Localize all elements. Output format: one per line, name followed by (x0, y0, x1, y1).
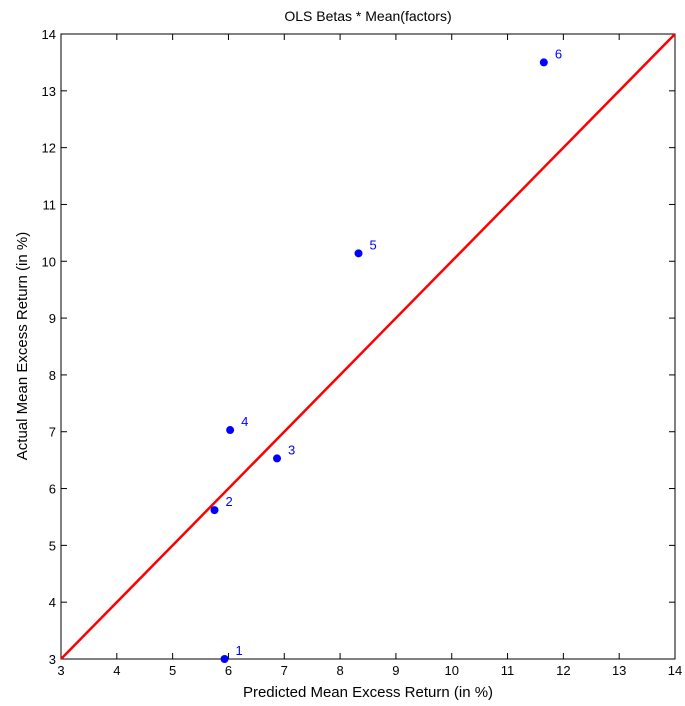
x-axis-ticks: 3 4 5 6 7 8 9 10 11 12 13 14 (57, 34, 682, 678)
y-axis-label: Actual Mean Excess Return (in %) (14, 232, 31, 460)
x-tick-label: 10 (444, 663, 458, 678)
y-tick-label: 6 (49, 482, 56, 497)
data-point (220, 655, 229, 663)
y-tick-label: 8 (49, 368, 56, 383)
y-tick-label: 12 (42, 141, 56, 156)
point-label: 1 (236, 643, 243, 658)
y-tick-label: 7 (49, 425, 56, 440)
x-tick-label: 13 (612, 663, 626, 678)
reference-line (60, 33, 676, 660)
point-label: 3 (288, 442, 295, 457)
point-label: 4 (241, 414, 248, 429)
y-tick-label: 11 (43, 197, 57, 212)
y-tick-label: 4 (49, 595, 56, 610)
y-tick-label: 13 (42, 84, 56, 99)
x-tick-label: 14 (668, 663, 682, 678)
point-label: 5 (370, 237, 377, 252)
plot-frame (60, 33, 676, 660)
x-tick-label: 4 (113, 663, 120, 678)
x-tick-label: 6 (225, 663, 232, 678)
y-tick-label: 3 (49, 652, 56, 667)
point-label: 6 (555, 46, 562, 61)
y-tick-label: 10 (42, 254, 56, 269)
x-tick-label: 8 (336, 663, 343, 678)
y-tick-label: 9 (49, 311, 56, 326)
x-tick-label: 9 (392, 663, 399, 678)
data-point (210, 506, 219, 515)
point-label: 2 (226, 494, 233, 509)
data-series: 1 2 3 4 5 6 (60, 33, 676, 663)
chart-title: OLS Betas * Mean(factors) (284, 8, 451, 24)
x-tick-label: 12 (556, 663, 570, 678)
x-tick-label: 7 (281, 663, 288, 678)
x-tick-label: 5 (169, 663, 176, 678)
x-tick-label: 11 (501, 663, 515, 678)
x-axis-label: Predicted Mean Excess Return (in %) (243, 684, 493, 701)
data-point (273, 454, 282, 463)
y-tick-label: 5 (49, 538, 56, 553)
y-tick-label: 14 (42, 27, 56, 42)
x-tick-label: 3 (57, 663, 64, 678)
data-point (354, 249, 363, 258)
data-point (539, 58, 548, 67)
data-point (226, 426, 235, 435)
